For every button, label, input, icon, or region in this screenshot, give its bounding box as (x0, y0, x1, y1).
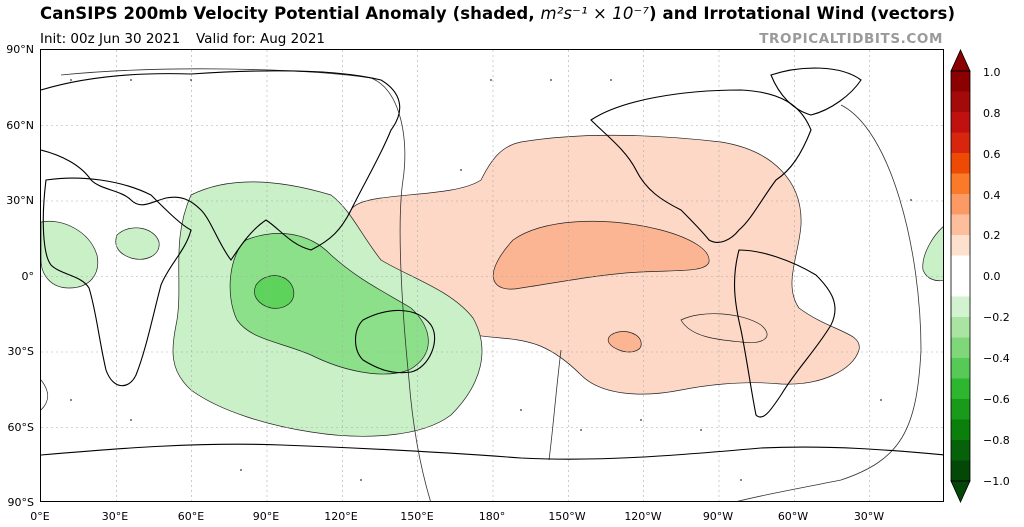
colorbar-segment (951, 440, 970, 461)
colorbar-segment (951, 71, 970, 92)
lon-label-90e: 90°E (252, 510, 280, 523)
colorbar-label-0-6: 0.6 (983, 148, 1001, 161)
colorbar-label-0-4: 0.4 (983, 189, 1001, 202)
colorbar-segment (951, 255, 970, 277)
lon-label-60w: 60°W (777, 510, 809, 523)
positive-anomaly-core (493, 220, 710, 290)
colorbar-segment (951, 235, 970, 256)
lat-label-30n: 30°N (6, 194, 34, 207)
colorbar-label-0-0: 0.0 (983, 270, 1001, 283)
credit-watermark: TROPICALTIDBITS.COM (759, 31, 943, 47)
colorbar-segment (951, 194, 970, 215)
lat-label-60n: 60°N (6, 119, 34, 132)
australia-outline (354, 309, 436, 374)
colorbar (950, 49, 971, 503)
colorbar-min-arrow (950, 480, 971, 503)
antarctica-outline (41, 443, 943, 460)
colorbar-segment (951, 296, 970, 318)
colorbar-segments (950, 49, 971, 503)
negative-anomaly-mid (229, 233, 429, 375)
colorbar-label-neg-0-4: −0.4 (983, 352, 1010, 365)
negative-anomaly-core (254, 275, 295, 309)
lat-label-90n: 90°N (6, 43, 34, 56)
europe-asia-outline (41, 70, 401, 261)
lon-label-60e: 60°E (177, 510, 205, 523)
colorbar-label-neg-0-6: −0.6 (983, 393, 1010, 406)
greenland-outline (770, 67, 862, 116)
lat-label-60s: 60°S (7, 421, 34, 434)
wind-vectors (70, 79, 912, 481)
lon-label-150w: 150°W (548, 510, 586, 523)
colorbar-label-0-2: 0.2 (983, 229, 1001, 242)
chart-title: CanSIPS 200mb Velocity Potential Anomaly… (40, 4, 956, 23)
positive-anomaly-core-south (607, 331, 642, 353)
lon-label-180: 180° (478, 510, 506, 523)
colorbar-segment (951, 173, 970, 195)
lat-label-30s: 30°S (7, 345, 34, 358)
negative-anomaly-east-edge (922, 226, 943, 282)
colorbar-segment (951, 419, 970, 441)
colorbar-segment (951, 112, 970, 133)
africa-outline (42, 177, 192, 387)
colorbar-segment (951, 153, 970, 174)
colorbar-segment (951, 460, 970, 482)
lon-label-30w: 30°W (853, 510, 885, 523)
colorbar-segment (951, 132, 970, 154)
map-canvas (41, 50, 943, 501)
lon-label-90w: 90°W (702, 510, 734, 523)
lon-label-30e: 30°E (101, 510, 129, 523)
map-panel (40, 49, 944, 502)
colorbar-label-0-8: 0.8 (983, 107, 1001, 120)
negative-anomaly-africa (41, 220, 160, 289)
lat-label-90s: 90°S (7, 496, 34, 509)
zero-contours (41, 68, 922, 501)
coastlines (41, 67, 943, 460)
colorbar-label-1-0: 1.0 (983, 66, 1001, 79)
colorbar-segment (951, 337, 970, 359)
colorbar-label-neg-0-2: −0.2 (983, 311, 1010, 324)
lat-label-eq: 0° (21, 270, 35, 283)
colorbar-segment (951, 399, 970, 420)
valid-time-label: Valid for: Aug 2021 (196, 31, 325, 47)
colorbar-segment (951, 276, 970, 297)
lon-label-0e: 0°E (30, 510, 50, 523)
lon-label-150e: 150°E (400, 510, 434, 523)
colorbar-segment (951, 378, 970, 400)
colorbar-segment (951, 358, 970, 379)
colorbar-label-neg-1-0: −1.0 (983, 475, 1010, 488)
colorbar-frame (950, 70, 971, 482)
lon-label-120w: 120°W (624, 510, 662, 523)
south-america-outline (733, 249, 836, 418)
graticule (41, 50, 943, 501)
colorbar-segment (951, 317, 970, 338)
colorbar-segment (951, 214, 970, 236)
north-america-outline (590, 89, 812, 243)
lon-label-120e: 120°E (324, 510, 358, 523)
colorbar-label-neg-0-8: −0.8 (983, 434, 1010, 447)
init-time-label: Init: 00z Jun 30 2021 (40, 31, 181, 47)
colorbar-segment (951, 91, 970, 113)
colorbar-max-arrow (950, 49, 971, 72)
